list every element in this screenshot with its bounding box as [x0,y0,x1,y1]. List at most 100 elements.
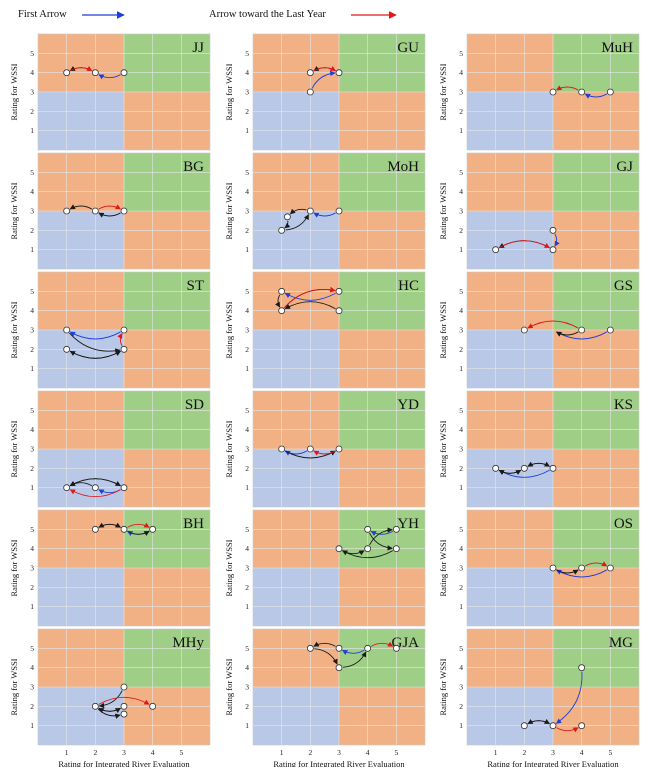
y-tick-label: 1 [30,721,34,730]
quadrant-bottom-left [38,330,124,388]
y-tick-label: 5 [459,525,463,534]
y-tick-label: 1 [459,721,463,730]
data-point [120,525,128,533]
arrow-last [498,240,550,249]
x-tick-label: 3 [551,748,555,757]
y-tick-label: 4 [245,544,249,553]
quadrant-top-right [124,153,210,211]
y-tick-label: 4 [459,544,463,553]
data-point [278,226,286,234]
arrow-last [69,65,93,72]
data-point [549,464,557,472]
data-point [335,207,343,215]
arrow-black [369,527,393,546]
data-point [392,525,400,533]
arrow-last [117,333,123,347]
arrow-black [98,212,121,218]
data-point [283,213,291,221]
data-point [520,464,528,472]
data-point [63,207,71,215]
data-point [578,88,586,96]
data-point [306,644,314,652]
y-tick-label: 3 [30,326,34,335]
y-tick-label: 2 [30,107,34,116]
y-tick-label: 3 [30,207,34,216]
data-point [278,445,286,453]
y-tick-label: 3 [245,683,249,692]
data-point [606,88,614,96]
y-tick-label: 1 [30,602,34,611]
quadrant-top-right [124,34,210,92]
arrow-last [556,85,579,91]
quadrant-top-left [38,272,124,330]
x-tick-label: 5 [608,748,612,757]
y-tick-label: 1 [459,364,463,373]
quadrant-top-left [467,34,553,92]
y-tick-label: 2 [245,702,249,711]
y-tick-label: 1 [459,602,463,611]
y-tick-label: 1 [30,126,34,135]
panel-title: MoH [387,159,419,175]
y-tick-label: 2 [459,107,463,116]
quadrant-bottom-left [253,449,339,507]
y-tick-label: 2 [459,583,463,592]
y-axis-label: Rating for WSSI [224,182,234,239]
panel-title: KS [614,397,633,413]
quadrant-top-right [339,391,425,449]
data-point [335,69,343,77]
panel-title: ST [186,278,204,294]
quadrant-top-left [467,391,553,449]
quadrant-bottom-left [253,687,339,745]
data-point [549,226,557,234]
x-tick-label: 1 [65,748,69,757]
y-tick-label: 4 [30,663,34,672]
y-tick-label: 2 [459,226,463,235]
quadrant-top-right [124,272,210,330]
quadrant-top-right [553,510,639,568]
quadrant-bottom-left [38,211,124,269]
y-tick-label: 4 [245,663,249,672]
data-point [63,484,71,492]
arrow-black [313,641,336,647]
quadrant-bottom-right [553,449,639,507]
quadrant-top-left [253,391,339,449]
arrow-last [69,489,121,498]
plot-frame [37,152,211,270]
arrow-last [370,641,394,647]
y-axis-label: Rating for WSSI [438,658,448,715]
data-point [364,545,372,553]
y-axis-label: Rating for WSSI [9,63,19,120]
y-tick-label: 5 [245,49,249,58]
x-axis-label: Rating for Integrated River Evaluation [487,759,619,767]
arrow-black [527,718,550,725]
data-point [120,207,128,215]
y-tick-label: 3 [245,88,249,97]
y-tick-label: 1 [30,483,34,492]
plot-frame [37,628,211,746]
data-point [578,564,586,572]
y-axis-label: Rating for WSSI [9,539,19,596]
quadrant-top-right [553,34,639,92]
quadrant-bottom-left [38,92,124,150]
y-tick-label: 2 [30,702,34,711]
data-point [392,644,400,652]
plot-frame [252,271,426,389]
y-tick-label: 2 [30,345,34,354]
y-axis-label: Rating for WSSI [224,658,234,715]
arrow-black [69,332,121,354]
y-axis-label: Rating for WSSI [224,539,234,596]
y-tick-label: 1 [245,602,249,611]
arrow-first [313,212,336,218]
y-tick-label: 5 [30,168,34,177]
data-point [335,664,343,672]
y-tick-label: 3 [30,683,34,692]
arrow-first [584,93,608,99]
plot-frame [37,390,211,508]
plot-frame [252,390,426,508]
quadrant-bottom-right [124,92,210,150]
quadrant-bottom-right [339,92,425,150]
y-axis-label: Rating for WSSI [9,658,19,715]
y-axis-label: Rating for WSSI [438,539,448,596]
y-axis-label: Rating for WSSI [9,420,19,477]
